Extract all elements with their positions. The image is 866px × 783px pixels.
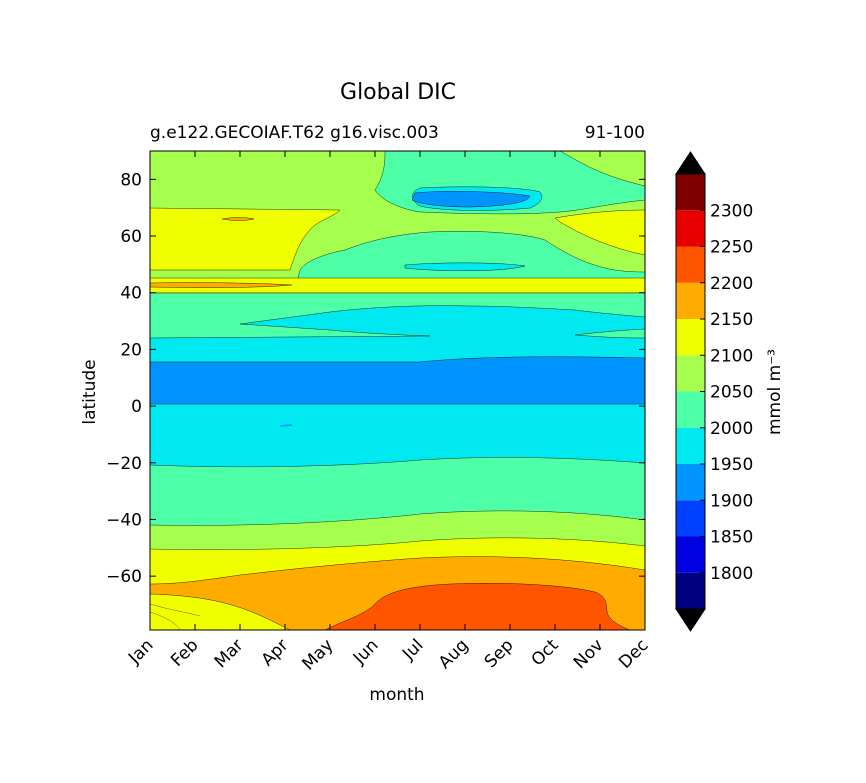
band-1925-north-core — [411, 191, 531, 208]
y-tick-label: 80 — [120, 170, 142, 190]
y-axis: 80 60 40 20 0 −20 −40 −60 — [106, 170, 645, 587]
y-tick-label: 60 — [120, 227, 142, 247]
colorbar-tick-label: 2000 — [710, 419, 753, 439]
x-tick-label: Mar — [211, 635, 248, 672]
x-tick-label: Jul — [398, 635, 427, 664]
x-axis-label: month — [369, 685, 424, 705]
band-2025-north-subtropics — [150, 292, 645, 339]
x-tick-label: Dec — [615, 635, 652, 672]
chart-subtitle-left: g.e122.GECOIAF.T62 g16.visc.003 — [150, 123, 439, 143]
colorbar-label: mmol m⁻³ — [765, 349, 785, 435]
y-tick-label: 0 — [131, 397, 142, 417]
colorbar-extend-low — [675, 608, 706, 632]
colorbar-segment — [676, 355, 705, 392]
x-tick-label: Jan — [124, 635, 157, 668]
colorbar-segment — [676, 536, 705, 573]
colorbar-segment — [676, 500, 705, 537]
colorbar: 1800 1850 1900 1950 2000 2050 2100 2150 2200 2250… — [675, 151, 753, 632]
y-axis-label: latitude — [80, 359, 100, 424]
colorbar-tick-label: 1950 — [710, 455, 753, 475]
chart-subtitle-right: 91-100 — [585, 123, 645, 143]
x-tick-label: Feb — [167, 635, 202, 670]
colorbar-segment — [676, 427, 705, 464]
colorbar-segment — [676, 464, 705, 501]
colorbar-tick-label: 2250 — [710, 238, 753, 258]
band-2025-east-tip — [574, 328, 645, 339]
colorbar-tick-label: 2300 — [710, 201, 753, 221]
band-2175-mid-lat — [150, 282, 293, 288]
band-2125-north-west — [150, 207, 341, 271]
x-tick-label: Apr — [258, 635, 293, 670]
band-1925-tropics — [150, 356, 645, 405]
colorbar-segment — [676, 210, 705, 247]
colorbar-segment — [676, 319, 705, 356]
colorbar-tick-label: 2200 — [710, 274, 753, 294]
band-2125-north-east — [554, 209, 645, 256]
colorbar-segment — [676, 174, 705, 211]
band-1925-dash-equator — [279, 424, 293, 427]
x-tick-label: Oct — [528, 635, 563, 670]
band-1975-north-mid — [404, 262, 526, 271]
colorbar-tick-label: 2100 — [710, 346, 753, 366]
x-tick-label: May — [299, 635, 338, 674]
colorbar-tick-label: 1800 — [710, 564, 753, 584]
colorbar-tick-label: 1900 — [710, 491, 753, 511]
colorbar-segment — [676, 246, 705, 283]
x-tick-label: Jun — [349, 635, 383, 669]
band-2125-south-west-pocket — [150, 593, 291, 630]
colorbar-segment — [676, 282, 705, 319]
x-tick-label: Aug — [435, 635, 473, 673]
x-tick-label: Nov — [570, 635, 608, 673]
colorbar-segment — [676, 572, 705, 609]
y-tick-label: −40 — [106, 510, 142, 530]
colorbar-extend-high — [675, 151, 706, 175]
colorbar-tick-label: 2050 — [710, 383, 753, 403]
y-tick-label: −20 — [106, 454, 142, 474]
y-tick-label: −60 — [106, 567, 142, 587]
y-tick-label: 20 — [120, 340, 142, 360]
x-tick-label: Sep — [481, 635, 518, 672]
y-tick-label: 40 — [120, 284, 142, 304]
colorbar-tick-label: 1850 — [710, 528, 753, 548]
colorbar-tick-label: 2150 — [710, 310, 753, 330]
contour-plot — [150, 151, 645, 630]
plot-frame — [149, 150, 646, 631]
band-2225-south-core — [324, 583, 631, 630]
chart-title: Global DIC — [340, 80, 456, 105]
band-2025-north-mid — [294, 231, 645, 291]
colorbar-segment — [676, 391, 705, 428]
band-2175-north-dot — [221, 217, 255, 221]
